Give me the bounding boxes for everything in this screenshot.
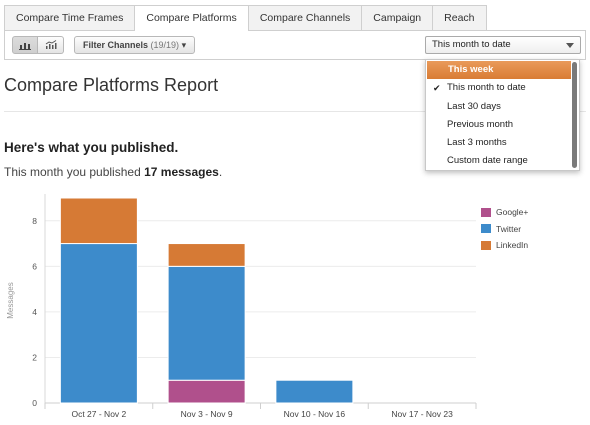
legend-item-linkedin[interactable]: LinkedIn [481,237,528,254]
checkmark-icon: ✔ [433,83,441,94]
platforms-bar-chart: 0 2 4 6 8 Messages Oct 27 - Nov 2 Nov 3 - Nov 9… [6,194,477,419]
y-tick-label: 4 [32,307,37,317]
menu-item-custom-date-range[interactable]: Custom date range [426,152,572,170]
y-axis-label: Messages [6,282,15,318]
legend-swatch [481,207,491,217]
menu-item-previous-month[interactable]: Previous month [426,116,572,134]
menu-scrollbar[interactable] [572,62,577,168]
menu-item-label: This month to date [447,82,526,94]
published-summary: This month you published 17 messages. [4,165,222,179]
y-tick-label: 0 [32,398,37,408]
report-toolbar: Filter Channels (19/19) ▾ This month to … [4,30,586,60]
menu-item-label: Previous month [447,118,514,130]
summary-prefix: This month you published [4,165,145,179]
x-tick-label: Nov 3 - Nov 9 [181,409,233,419]
legend-label: Google+ [496,207,529,218]
date-range-menu: This week ✔ This month to date Last 30 d… [425,59,580,171]
dropdown-arrow-icon [566,43,574,48]
line-chart-icon [45,40,56,49]
tab-compare-platforms[interactable]: Compare Platforms [134,5,249,31]
tab-reach[interactable]: Reach [432,5,487,30]
bar-segment [167,243,246,267]
menu-item-label: Custom date range [447,155,528,167]
legend-swatch [481,240,491,250]
bar-segment [167,265,246,381]
tab-compare-time-frames[interactable]: Compare Time Frames [4,5,136,30]
x-tick-label: Oct 27 - Nov 2 [71,409,126,419]
bar-chart-icon [19,43,31,50]
legend-label: Twitter [496,223,522,234]
chart-legend: Google+ Twitter LinkedIn [481,204,528,254]
divider [4,111,586,112]
legend-label: LinkedIn [496,240,529,251]
summary-count: 17 messages [144,165,219,179]
summary-suffix: . [218,165,223,179]
view-toggle-group [12,36,64,54]
date-range-select[interactable]: This month to date [425,36,581,54]
filter-channels-button[interactable]: Filter Channels (19/19) ▾ [74,36,196,54]
bar-segment [59,197,138,245]
bar-view-button[interactable] [12,36,38,54]
y-tick-label: 8 [32,216,37,226]
legend-swatch [481,224,491,234]
menu-item-last-30-days[interactable]: Last 30 days [426,98,572,116]
x-tick-label: Nov 10 - Nov 16 [284,409,346,419]
date-range-value: This month to date [432,39,511,50]
legend-item-twitter[interactable]: Twitter [481,221,528,238]
bar-segment [59,243,138,404]
y-tick-label: 2 [32,352,37,362]
menu-item-label: This week [448,64,494,75]
filter-channels-label: Filter Channels [83,40,149,50]
tab-compare-channels[interactable]: Compare Channels [247,5,363,30]
menu-item-label: Last 3 months [447,137,507,149]
menu-item-label: Last 30 days [447,100,501,112]
y-tick-label: 6 [32,261,37,271]
menu-item-this-month-to-date[interactable]: ✔ This month to date [426,79,572,97]
tab-campaign[interactable]: Campaign [361,5,434,30]
page-title: Compare Platforms Report [4,75,219,95]
x-tick-label: Nov 17 - Nov 23 [391,409,453,419]
line-view-button[interactable] [38,36,64,54]
published-heading: Here's what you published. [4,140,179,155]
report-tabs: Compare Time Frames Compare Platforms Co… [4,5,487,31]
chevron-down-icon: ▾ [181,40,187,50]
filter-channels-count: (19/19) [150,40,180,50]
legend-item-google-plus[interactable]: Google+ [481,204,528,221]
menu-item-this-week[interactable]: This week [427,61,571,80]
bar-segment [167,379,246,404]
bar-segment [275,379,354,404]
menu-item-last-3-months[interactable]: Last 3 months [426,134,572,152]
